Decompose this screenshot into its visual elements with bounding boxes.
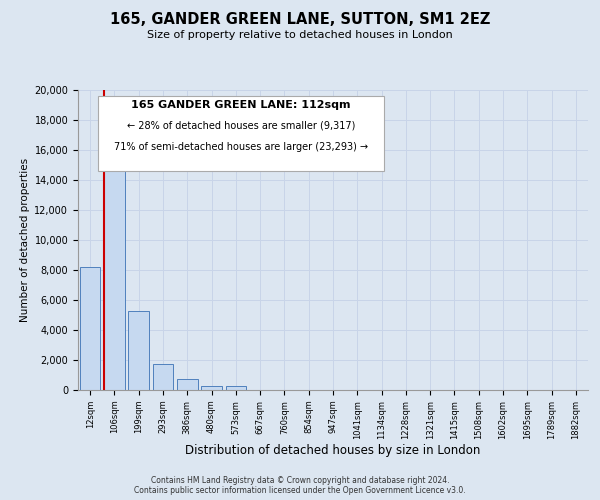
- Bar: [177, 379, 197, 390]
- Text: 165 GANDER GREEN LANE: 112sqm: 165 GANDER GREEN LANE: 112sqm: [131, 100, 351, 110]
- Text: Contains HM Land Registry data © Crown copyright and database right 2024.: Contains HM Land Registry data © Crown c…: [151, 476, 449, 485]
- Bar: [201, 386, 222, 390]
- Bar: [152, 364, 173, 390]
- Bar: [226, 386, 246, 390]
- Y-axis label: Number of detached properties: Number of detached properties: [20, 158, 30, 322]
- Text: 165, GANDER GREEN LANE, SUTTON, SM1 2EZ: 165, GANDER GREEN LANE, SUTTON, SM1 2EZ: [110, 12, 490, 28]
- Bar: [80, 267, 100, 390]
- Text: Contains public sector information licensed under the Open Government Licence v3: Contains public sector information licen…: [134, 486, 466, 495]
- X-axis label: Distribution of detached houses by size in London: Distribution of detached houses by size …: [185, 444, 481, 458]
- Bar: [128, 310, 149, 390]
- Text: 71% of semi-detached houses are larger (23,293) →: 71% of semi-detached houses are larger (…: [114, 142, 368, 152]
- Text: Size of property relative to detached houses in London: Size of property relative to detached ho…: [147, 30, 453, 40]
- Text: ← 28% of detached houses are smaller (9,317): ← 28% of detached houses are smaller (9,…: [127, 121, 355, 131]
- Bar: [104, 142, 125, 390]
